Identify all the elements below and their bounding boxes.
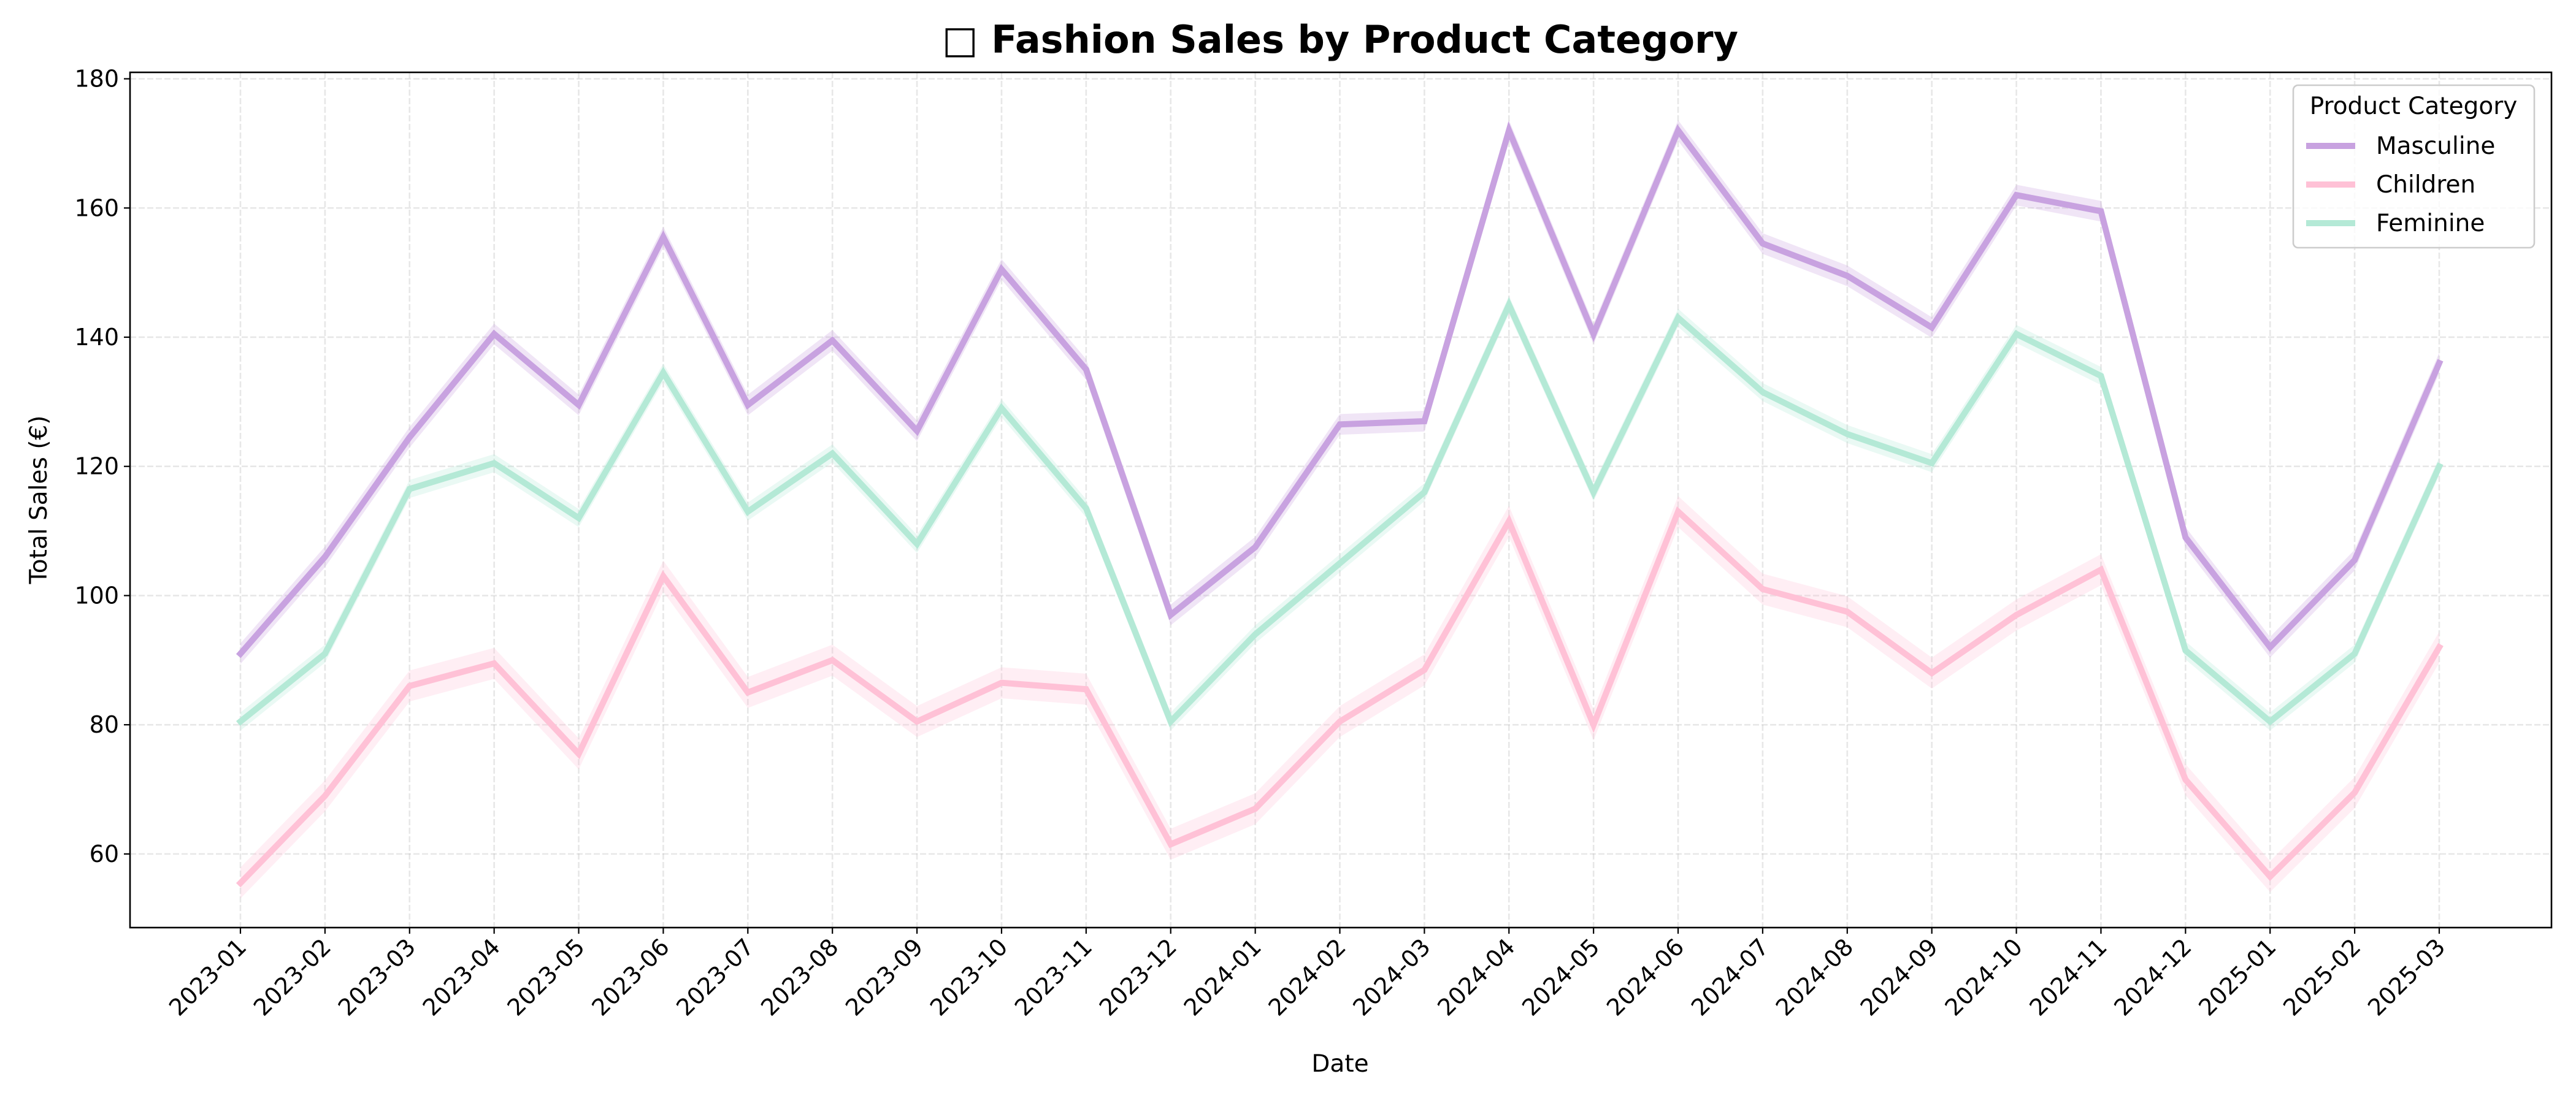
y-tick-label: 160 xyxy=(74,194,119,221)
y-tick-label: 120 xyxy=(74,453,119,480)
grid-lines xyxy=(130,72,2551,928)
series-band-feminine xyxy=(240,296,2439,731)
series-line-children xyxy=(236,506,2444,888)
y-tick-label: 140 xyxy=(74,324,119,351)
series-lines xyxy=(236,121,2444,888)
legend-items: Masculine Children Feminine xyxy=(2306,132,2495,237)
legend-label-masculine: Masculine xyxy=(2376,132,2495,160)
y-tick-label: 60 xyxy=(90,841,119,868)
y-tick-label: 180 xyxy=(74,66,119,93)
confidence-bands xyxy=(240,120,2439,899)
y-tick-label: 80 xyxy=(90,711,119,738)
series-line-feminine xyxy=(236,297,2444,727)
series-line-masculine xyxy=(236,121,2444,658)
legend-label-children: Children xyxy=(2376,171,2475,199)
y-axis-label: Total Sales (€) xyxy=(25,416,53,585)
chart-title: □ Fashion Sales by Product Category xyxy=(942,17,1738,62)
x-axis-label: Date xyxy=(1311,1050,1368,1078)
y-tick-label: 100 xyxy=(74,582,119,609)
legend-frame xyxy=(2292,84,2536,249)
y-axis-ticks: 60 80 100 120 140 160 180 xyxy=(74,66,130,868)
legend-label-feminine: Feminine xyxy=(2376,210,2485,237)
plot-area-frame xyxy=(129,71,2553,929)
legend: Product Category Masculine Children Femini… xyxy=(2292,84,2536,249)
legend-title: Product Category xyxy=(2310,93,2518,120)
